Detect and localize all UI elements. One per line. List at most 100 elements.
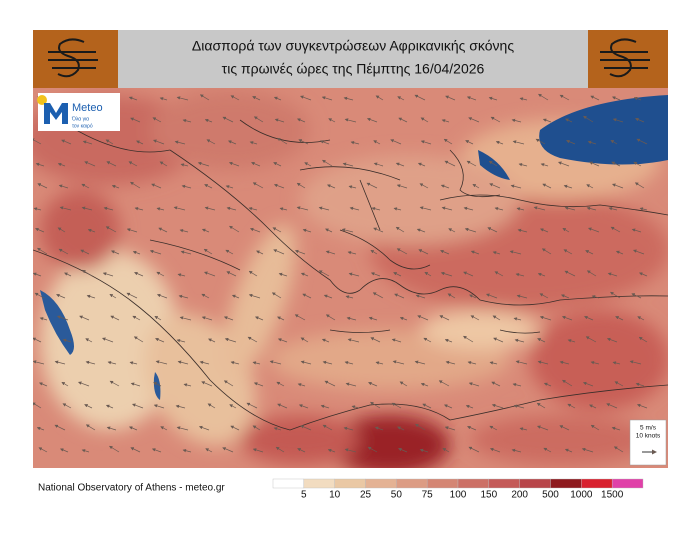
- wind-arrow: [589, 404, 597, 409]
- wind-arrow: [558, 161, 570, 167]
- wind-arrow: [198, 425, 210, 431]
- wind-arrow: [466, 96, 477, 101]
- wind-arrow: [321, 338, 330, 343]
- wind-arrow: [151, 183, 162, 189]
- wind-arrow: [511, 448, 522, 453]
- wind-arrow: [638, 336, 648, 343]
- wind-arrow: [82, 140, 93, 145]
- lake: [40, 290, 74, 355]
- legend-swatch: [426, 478, 459, 489]
- wind-arrow: [463, 206, 474, 211]
- wind-arrow: [304, 162, 312, 167]
- wind-arrow: [491, 403, 504, 409]
- wind-arrow: [489, 447, 501, 453]
- wind-arrow: [302, 228, 312, 233]
- wind-arrow: [590, 95, 600, 101]
- wind-arrow: [614, 381, 624, 387]
- wind-arrow: [515, 273, 525, 277]
- wind-arrow: [252, 425, 261, 431]
- wind-legend-knots: 10 knots: [636, 433, 661, 440]
- wind-arrow: [489, 425, 498, 431]
- wind-arrow: [419, 183, 429, 189]
- wind-arrow: [567, 339, 576, 343]
- wind-arrow: [296, 118, 306, 123]
- wind-arrow: [197, 161, 210, 167]
- wind-arrow: [342, 162, 354, 167]
- wind-arrow: [33, 360, 45, 365]
- legend-swatch: [611, 478, 644, 489]
- wind-arrow: [491, 381, 501, 387]
- wind-arrow: [183, 383, 192, 387]
- wind-arrow: [560, 294, 570, 299]
- wind-arrow: [273, 162, 282, 167]
- wind-arrow: [633, 161, 642, 167]
- wind-arrow: [470, 315, 480, 321]
- wind-arrow: [441, 119, 450, 123]
- wind-arrow: [37, 247, 48, 255]
- wind-arrow: [414, 94, 426, 101]
- wind-arrow: [321, 96, 333, 101]
- wind-arrow: [419, 206, 432, 211]
- wind-arrow: [322, 360, 333, 365]
- wind-arrow: [440, 271, 453, 277]
- wind-arrow: [611, 426, 621, 431]
- wind-arrow: [442, 447, 450, 453]
- wind-arrow: [298, 404, 309, 409]
- wind-arrow: [486, 293, 498, 299]
- wind-arrow: [542, 183, 552, 189]
- wind-arrow: [107, 361, 117, 365]
- wind-arrow: [585, 336, 597, 343]
- wind-arrow: [128, 161, 138, 167]
- wind-arrow: [399, 316, 408, 321]
- wind-arrow: [37, 183, 48, 189]
- wind-arrow: [248, 270, 258, 277]
- legend-label: 5: [301, 490, 307, 501]
- wind-arrow: [634, 182, 645, 189]
- wind-arrow: [489, 183, 501, 189]
- wind-arrow: [300, 95, 312, 101]
- wind-arrow: [398, 117, 408, 123]
- lake: [153, 372, 161, 400]
- wind-arrow: [417, 315, 429, 321]
- wind-arrow: [277, 316, 285, 321]
- wind-arrow: [324, 380, 336, 387]
- wind-arrow: [368, 316, 378, 321]
- wind-arrow: [155, 337, 165, 343]
- wind-arrow: [87, 228, 96, 233]
- wind-arrow: [344, 361, 354, 365]
- wind-arrow: [155, 360, 168, 365]
- wind-arrow: [231, 294, 240, 299]
- wind-arrow: [370, 337, 381, 343]
- wind-arrow: [561, 315, 573, 321]
- wind-arrow: [246, 402, 258, 409]
- wind-arrow: [252, 448, 264, 453]
- wind-arrow: [537, 272, 546, 277]
- wind-arrow: [397, 426, 405, 431]
- wind-arrow: [423, 337, 432, 343]
- wind-arrow: [518, 163, 528, 167]
- wind-arrow: [393, 272, 402, 277]
- wind-arrow: [205, 448, 213, 453]
- wind-arrow: [419, 448, 429, 453]
- wind-arrow: [247, 336, 258, 343]
- wind-arrow: [396, 184, 408, 189]
- wind-arrow: [248, 293, 261, 299]
- wind-arrow: [103, 206, 114, 211]
- wind-arrow: [440, 184, 450, 189]
- wind-arrow: [543, 447, 552, 453]
- wind-arrow: [587, 140, 597, 145]
- wind-arrow: [34, 292, 45, 299]
- wind-arrow: [607, 272, 618, 277]
- wind-arrow: [62, 338, 72, 343]
- wind-arrow: [586, 206, 597, 211]
- wind-arrow: [180, 250, 192, 255]
- wind-arrow: [128, 426, 138, 431]
- wind-arrow: [373, 227, 384, 233]
- wind-arrow: [629, 360, 642, 365]
- wind-arrow: [542, 118, 552, 123]
- wind-arrow: [297, 448, 306, 453]
- wind-arrow: [468, 382, 480, 387]
- wind-arrow: [399, 381, 408, 387]
- wind-arrow: [510, 184, 522, 189]
- wind-arrow: [424, 271, 432, 277]
